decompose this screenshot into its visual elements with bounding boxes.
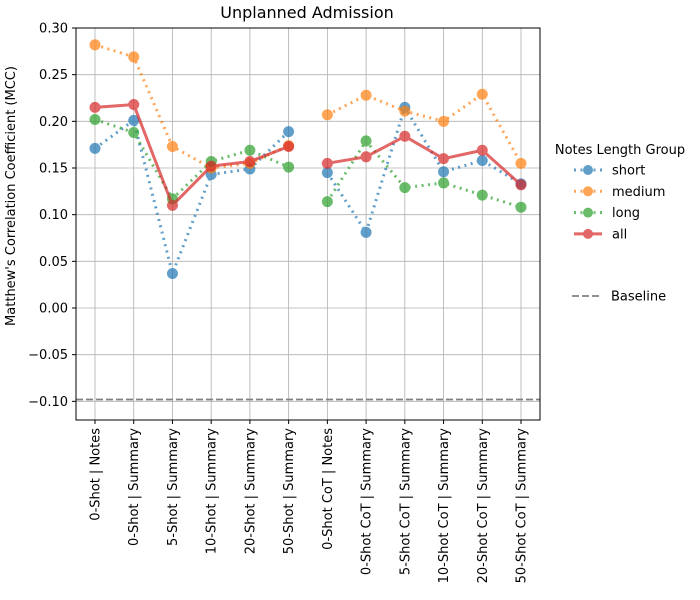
y-axis: −0.10 −0.05 0.00 0.05 0.10 0.15 0.20 0.25 0.30 (28, 22, 76, 410)
x-tick-label: 0-Shot CoT | Notes (321, 428, 336, 550)
data-point-all (399, 130, 411, 142)
series-medium (89, 39, 527, 174)
data-point-long (476, 189, 488, 201)
legend: Notes Length Group short medium long all Base… (555, 143, 685, 305)
legend-entry-all (574, 228, 602, 239)
legend-label: all (612, 227, 627, 242)
legend-label: medium (612, 185, 665, 200)
x-tick-label: 50-Shot CoT | Summary (515, 428, 530, 584)
data-point-all (244, 155, 256, 167)
data-point-long (128, 127, 140, 139)
series-line-short (94, 118, 290, 275)
series-short (89, 101, 527, 279)
data-point-all (321, 157, 333, 169)
y-tick-label: 0.25 (39, 68, 68, 83)
data-point-all (205, 160, 217, 172)
series-line-medium (326, 92, 523, 165)
y-tick-label: −0.05 (28, 348, 68, 363)
x-axis: 0-Shot | Notes 0-Shot | Summary 5-Shot | S… (89, 420, 530, 583)
data-point-medium (515, 157, 527, 169)
y-tick-label: 0.15 (39, 162, 68, 177)
data-point-all (438, 153, 450, 165)
data-point-medium (399, 105, 411, 117)
x-tick-label: 10-Shot CoT | Summary (437, 428, 452, 584)
x-tick-label: 0-Shot CoT | Summary (360, 428, 375, 575)
series-all (89, 99, 527, 211)
legend-entry-long (574, 207, 602, 218)
series-line-all (327, 134, 522, 186)
series-layer (89, 39, 527, 279)
chart-title: Unplanned Admission (220, 3, 394, 22)
series-line-short (326, 105, 522, 234)
data-point-all (283, 141, 295, 153)
data-point-long (283, 161, 295, 173)
legend-marker (583, 186, 593, 197)
x-tick-label: 5-Shot | Summary (166, 428, 181, 546)
y-tick-label: 0.20 (39, 115, 68, 130)
x-tick-label: 50-Shot | Summary (282, 428, 297, 555)
series-line-all (94, 103, 290, 207)
legend-label: short (612, 164, 645, 179)
data-point-short (283, 126, 295, 138)
data-point-all (515, 179, 527, 191)
data-point-short (166, 267, 178, 279)
x-tick-label: 10-Shot | Summary (205, 428, 220, 555)
data-point-all (476, 144, 488, 156)
data-point-long (360, 135, 372, 147)
data-point-long (321, 196, 333, 208)
data-point-all (166, 199, 178, 211)
data-point-long (244, 144, 256, 156)
data-point-medium (321, 109, 333, 121)
y-tick-label: 0.00 (39, 302, 68, 317)
legend-label-baseline: Baseline (611, 290, 666, 305)
data-point-all (89, 101, 101, 113)
x-tick-label: 5-Shot CoT | Summary (398, 428, 413, 575)
legend-marker (583, 165, 593, 175)
data-point-medium (166, 141, 178, 153)
x-tick-label: 20-Shot CoT | Summary (476, 428, 491, 584)
data-point-medium (360, 89, 372, 101)
y-axis-label: Matthew's Correlation Coefficient (MCC) (4, 66, 19, 326)
data-point-short (476, 155, 488, 167)
y-tick-label: −0.10 (28, 395, 68, 410)
data-point-medium (476, 88, 488, 100)
data-point-short (438, 166, 450, 178)
data-point-all (360, 151, 372, 163)
legend-title: Notes Length Group (555, 143, 685, 158)
data-point-medium (89, 39, 101, 51)
x-tick-label: 0-Shot | Summary (127, 428, 142, 546)
x-tick-label: 0-Shot | Notes (89, 428, 104, 521)
legend-marker (583, 228, 593, 239)
legend-marker (583, 207, 593, 218)
legend-entry-short (574, 165, 602, 175)
y-tick-label: 0.10 (39, 208, 68, 223)
series-line-long (326, 139, 522, 209)
data-point-long (438, 177, 450, 189)
data-point-long (89, 113, 101, 125)
plot-area-frame (75, 27, 541, 421)
series-line-long (94, 118, 290, 201)
legend-entry-medium (574, 186, 602, 197)
y-tick-label: 0.30 (39, 22, 68, 37)
y-tick-label: 0.05 (39, 255, 68, 270)
x-tick-label: 20-Shot | Summary (243, 428, 258, 555)
data-point-short (360, 226, 372, 238)
gridlines (76, 27, 540, 420)
data-point-medium (128, 51, 140, 63)
data-point-medium (438, 115, 450, 127)
legend-label: long (612, 206, 640, 221)
data-point-short (89, 142, 101, 154)
data-point-short (321, 167, 333, 179)
data-point-long (399, 182, 411, 194)
data-point-all (128, 99, 140, 111)
data-point-long (515, 201, 527, 213)
